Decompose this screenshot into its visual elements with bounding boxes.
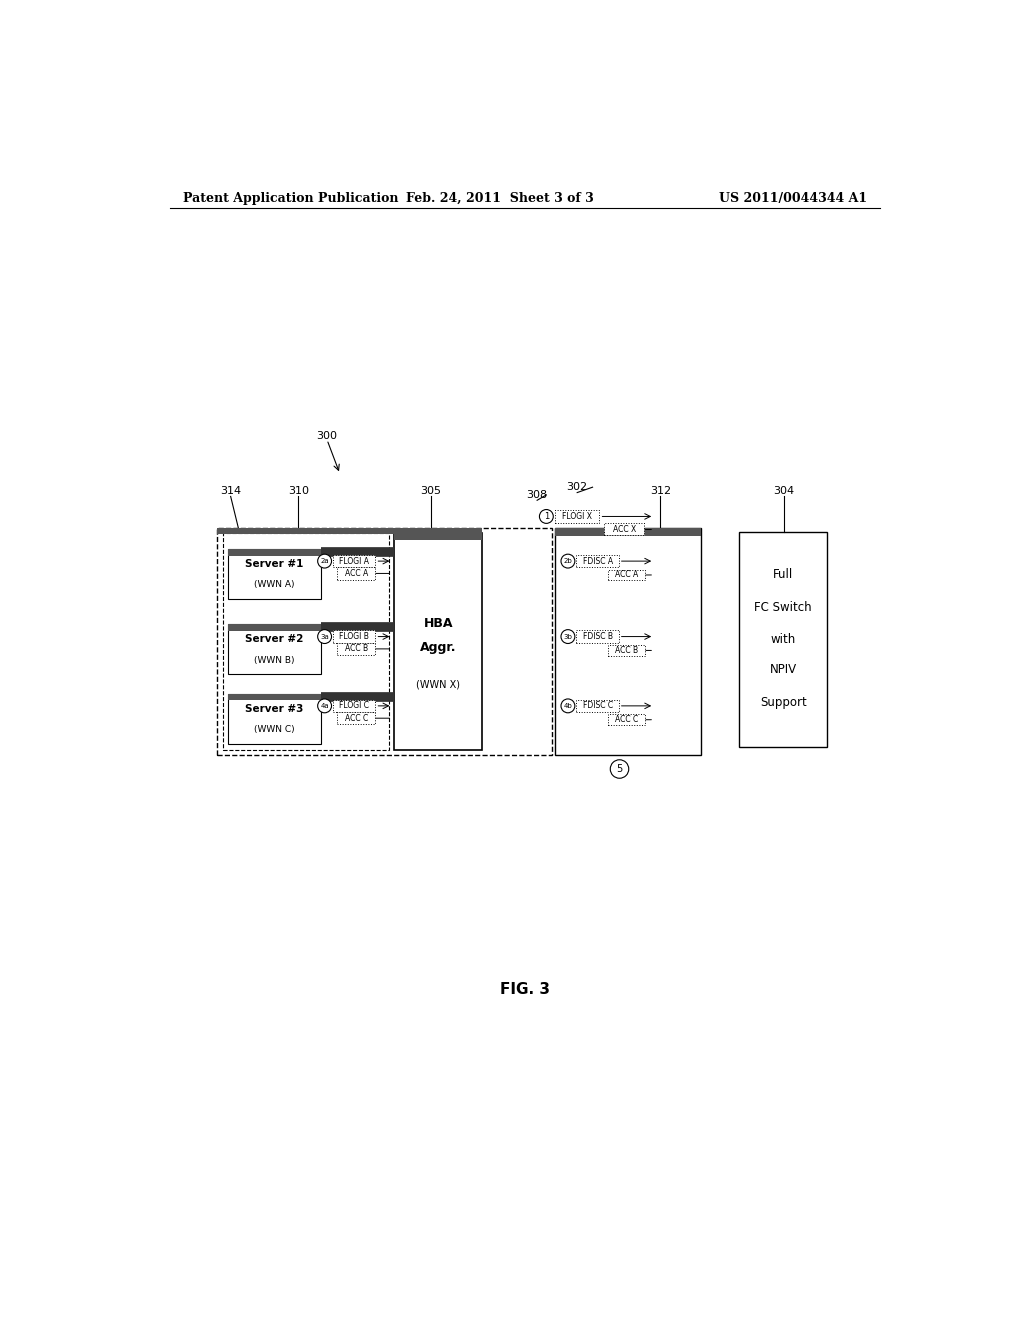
- Bar: [337, 568, 376, 579]
- Bar: [228, 549, 321, 556]
- Text: 302: 302: [566, 482, 588, 492]
- Text: ACC A: ACC A: [344, 569, 368, 578]
- Text: (WWN C): (WWN C): [254, 725, 295, 734]
- Text: 4a: 4a: [321, 702, 329, 709]
- Bar: [555, 528, 701, 755]
- Text: FLOGI A: FLOGI A: [339, 557, 370, 565]
- Bar: [333, 631, 376, 643]
- Text: 3b: 3b: [563, 634, 572, 640]
- Text: ACC B: ACC B: [345, 644, 368, 653]
- Text: Patent Application Publication: Patent Application Publication: [183, 191, 398, 205]
- Bar: [577, 700, 618, 711]
- Bar: [228, 693, 321, 701]
- Circle shape: [561, 630, 574, 644]
- Bar: [608, 714, 645, 725]
- Bar: [577, 631, 618, 643]
- Bar: [228, 624, 321, 675]
- Text: FDISC C: FDISC C: [583, 701, 612, 710]
- Text: HBA: HBA: [424, 618, 453, 631]
- Text: 308: 308: [526, 490, 548, 500]
- Circle shape: [317, 554, 332, 568]
- Circle shape: [317, 700, 332, 713]
- Bar: [555, 511, 599, 523]
- Bar: [333, 554, 376, 568]
- Text: 300: 300: [316, 430, 338, 441]
- Bar: [223, 532, 388, 750]
- Text: (WWN B): (WWN B): [254, 656, 295, 665]
- Circle shape: [317, 630, 332, 644]
- Text: FIG. 3: FIG. 3: [500, 982, 550, 998]
- Bar: [333, 700, 376, 711]
- Text: 3a: 3a: [321, 634, 329, 640]
- Bar: [337, 643, 376, 655]
- Bar: [337, 711, 376, 725]
- Bar: [555, 528, 701, 536]
- Bar: [228, 624, 321, 631]
- Bar: [739, 532, 827, 747]
- Text: 2a: 2a: [321, 558, 329, 564]
- Text: 5: 5: [616, 764, 623, 774]
- Text: ACC X: ACC X: [612, 524, 636, 533]
- Text: Aggr.: Aggr.: [420, 642, 457, 655]
- Text: (WWN X): (WWN X): [416, 680, 460, 689]
- Text: 305: 305: [421, 486, 441, 496]
- Text: Support: Support: [760, 696, 807, 709]
- Text: ACC B: ACC B: [614, 645, 638, 655]
- Text: NPIV: NPIV: [770, 664, 797, 676]
- Text: (WWN A): (WWN A): [254, 581, 295, 589]
- Text: Full: Full: [773, 569, 794, 582]
- Text: FLOGI X: FLOGI X: [562, 512, 592, 521]
- Bar: [608, 645, 645, 656]
- Text: ACC A: ACC A: [614, 570, 638, 579]
- Text: 312: 312: [650, 486, 671, 496]
- Bar: [394, 533, 482, 540]
- Text: FDISC B: FDISC B: [583, 632, 612, 642]
- Text: Feb. 24, 2011  Sheet 3 of 3: Feb. 24, 2011 Sheet 3 of 3: [407, 191, 594, 205]
- Text: Server #1: Server #1: [246, 558, 304, 569]
- Text: 304: 304: [773, 486, 794, 496]
- Circle shape: [561, 700, 574, 713]
- Text: 4b: 4b: [563, 702, 572, 709]
- Bar: [217, 528, 482, 535]
- Text: 314: 314: [220, 486, 242, 496]
- Text: ACC C: ACC C: [614, 715, 638, 725]
- Text: Server #2: Server #2: [246, 635, 304, 644]
- Text: Server #3: Server #3: [246, 704, 304, 714]
- Text: US 2011/0044344 A1: US 2011/0044344 A1: [719, 191, 866, 205]
- Text: ACC C: ACC C: [344, 714, 368, 722]
- Text: FDISC A: FDISC A: [583, 557, 612, 565]
- Bar: [604, 524, 644, 535]
- Text: 2b: 2b: [563, 558, 572, 564]
- Bar: [394, 532, 482, 750]
- Bar: [577, 554, 618, 568]
- Bar: [228, 549, 321, 599]
- Circle shape: [540, 510, 553, 524]
- Text: 1: 1: [544, 512, 549, 521]
- Text: FC Switch: FC Switch: [755, 601, 812, 614]
- Text: 310: 310: [288, 486, 309, 496]
- Bar: [228, 693, 321, 743]
- Bar: [217, 528, 552, 755]
- Text: FLOGI B: FLOGI B: [339, 632, 370, 642]
- Text: FLOGI C: FLOGI C: [339, 701, 370, 710]
- Text: with: with: [770, 634, 796, 647]
- Bar: [608, 570, 645, 581]
- Circle shape: [561, 554, 574, 568]
- Circle shape: [610, 760, 629, 779]
